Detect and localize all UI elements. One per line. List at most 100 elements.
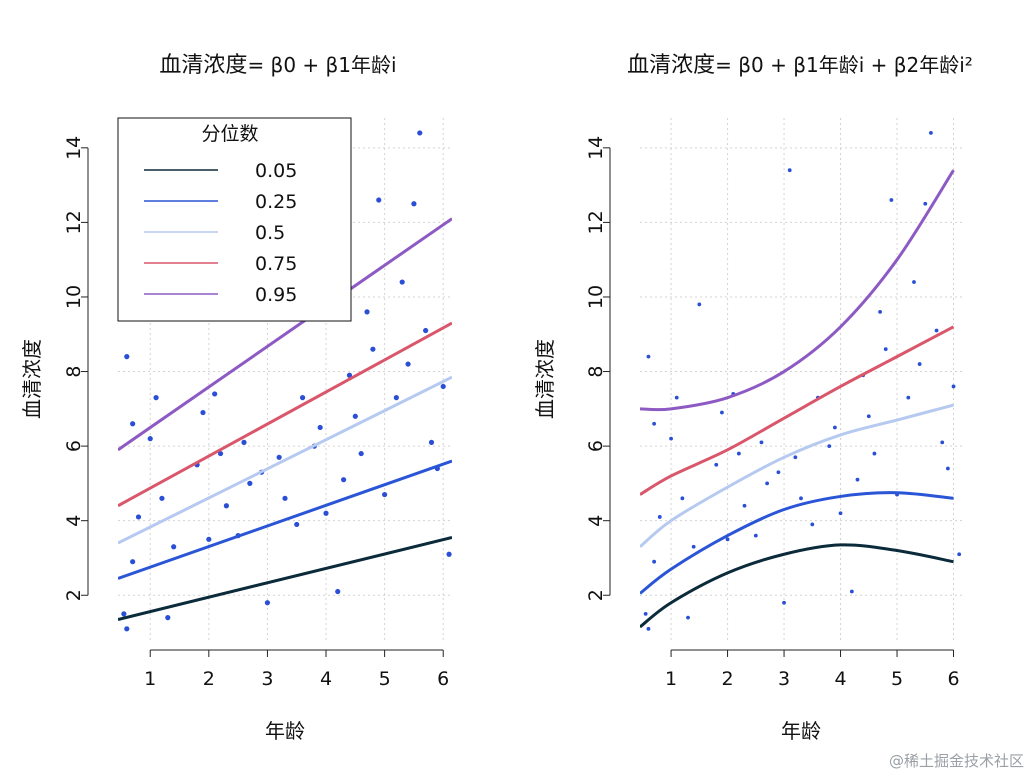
x-tick-label: 6 [437,668,449,690]
data-point [405,361,411,367]
data-point [294,521,300,528]
data-point [686,615,690,620]
data-layer [118,130,452,632]
data-point [147,436,153,442]
data-point [725,537,730,542]
data-point [855,477,860,482]
legend-label: 0.25 [255,191,297,213]
data-point [753,533,758,538]
quantile-line-0.25 [118,459,452,580]
y-tick-label: 8 [585,365,607,377]
data-point [957,552,962,557]
data-point [883,347,888,352]
data-point [299,395,306,401]
data-point [759,440,764,445]
data-point [838,511,843,516]
x-tick-label: 5 [379,668,391,690]
data-point [657,515,662,519]
data-point [206,536,212,542]
data-point [652,421,657,426]
data-point [428,439,435,445]
y-tick-label: 2 [63,589,85,601]
data-point [376,197,382,203]
data-point [787,168,792,173]
data-point [217,450,224,457]
data-point [646,626,651,631]
data-point [917,362,922,366]
quantile-line-0.25 [640,491,954,595]
x-tick-label: 4 [320,668,332,690]
data-point [669,436,673,441]
quantile-line-0.5 [118,375,452,545]
x-tick-label: 3 [261,668,273,690]
x-axis-label: 年龄 [781,719,821,743]
chart-title: 血清浓度= β0 + β1年龄i [159,53,396,78]
data-point [335,588,341,595]
data-point [159,495,165,501]
legend-label: 0.75 [255,253,297,275]
legend-title: 分位数 [201,123,258,145]
y-tick-label: 6 [585,440,607,452]
y-tick-label: 10 [585,285,607,309]
data-point [121,611,127,617]
data-point [317,424,323,431]
data-point [411,201,417,207]
data-point [382,491,388,498]
data-layer [640,131,962,631]
data-point [446,551,452,557]
y-tick-label: 2 [585,589,607,601]
data-point [832,425,837,430]
x-tick-label: 5 [891,668,903,690]
chart-title: 血清浓度= β0 + β1年龄i + β2年龄i² [627,53,973,78]
data-point [652,559,657,564]
data-point [241,439,247,445]
data-point [423,327,429,334]
legend: 分位数 0.05 0.25 0.5 0.75 0.95 [117,117,352,322]
x-tick-label: 4 [834,668,846,690]
legend-box [117,117,352,322]
data-point [364,309,370,315]
data-point [720,410,724,415]
data-point [323,510,329,516]
data-point [799,496,803,501]
data-point [691,544,696,549]
data-point [171,544,177,550]
data-point [165,615,171,621]
x-tick-label: 2 [722,668,734,690]
x-tick-label: 1 [144,668,156,690]
data-point [912,280,916,284]
data-point [399,279,405,285]
data-point [951,384,956,389]
legend-label: 0.05 [255,160,297,182]
data-point [352,413,358,419]
y-tick-label: 12 [63,210,85,234]
y-tick-label: 10 [63,285,85,309]
data-point [223,503,230,509]
data-point [264,600,271,606]
data-point [714,462,719,467]
y-tick-label: 14 [585,136,607,160]
data-point [793,455,798,460]
legend-label: 0.5 [255,222,285,244]
data-point [827,444,832,449]
data-point [200,409,206,416]
data-point [929,131,933,135]
y-tick-label: 4 [63,515,85,527]
y-tick-label: 8 [63,365,85,377]
quantile-line-0.75 [640,325,955,496]
data-point [440,383,446,390]
y-axis-label: 血清浓度 [20,339,44,419]
data-point [346,372,353,378]
quantile-line-0.95 [118,217,452,452]
data-point [849,589,854,594]
y-tick-label: 6 [63,440,85,452]
quantile-line-0.75 [118,321,452,508]
y-tick-label: 4 [585,515,607,527]
data-point [878,309,882,314]
data-point [417,130,423,136]
data-point [945,466,950,471]
data-point [393,395,399,401]
